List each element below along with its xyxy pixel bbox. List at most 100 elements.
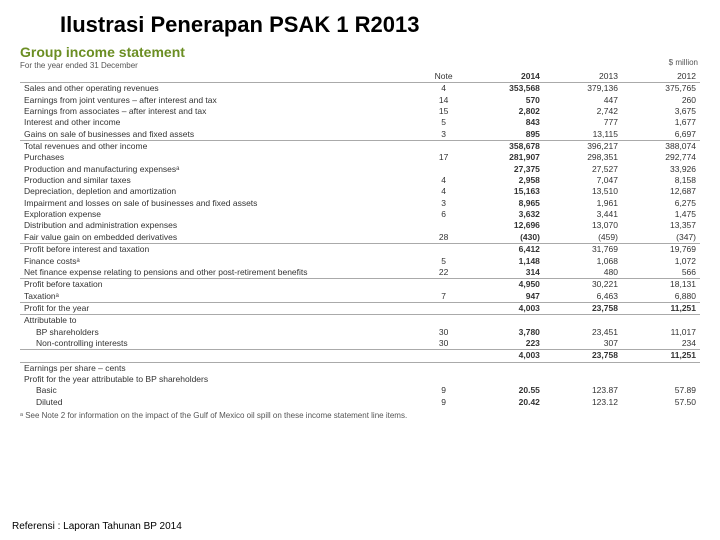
table-row: Profit for the year4,00323,75811,251 — [20, 302, 700, 314]
reference-label: Referensi : Laporan Tahunan BP 2014 — [12, 521, 182, 532]
row-y2: 23,758 — [544, 350, 622, 362]
row-y3: 13,357 — [622, 220, 700, 231]
row-desc: Depreciation, depletion and amortization — [20, 186, 421, 197]
row-y1: 353,568 — [466, 83, 544, 95]
row-y2: 298,351 — [544, 152, 622, 163]
row-note: 14 — [421, 95, 466, 106]
row-desc: Profit before taxation — [20, 279, 421, 291]
row-y3: 11,017 — [622, 327, 700, 338]
row-y2: 480 — [544, 267, 622, 279]
row-desc: Total revenues and other income — [20, 141, 421, 153]
row-y3: 57.50 — [622, 397, 700, 408]
row-y2: 13,115 — [544, 129, 622, 141]
row-y1: 895 — [466, 129, 544, 141]
row-desc: Taxationᵃ — [20, 291, 421, 303]
row-y2: 6,463 — [544, 291, 622, 303]
row-y1: 314 — [466, 267, 544, 279]
slide-title: Ilustrasi Penerapan PSAK 1 R2013 — [60, 12, 700, 38]
section-header-row: Attributable to — [20, 315, 700, 327]
row-y3: 6,697 — [622, 129, 700, 141]
row-note: 28 — [421, 232, 466, 244]
row-y1: 27,375 — [466, 164, 544, 175]
row-desc: Profit before interest and taxation — [20, 244, 421, 256]
row-y1: 12,696 — [466, 220, 544, 231]
footnote: ᵃ See Note 2 for information on the impa… — [20, 411, 700, 420]
row-y2: 7,047 — [544, 175, 622, 186]
row-note — [421, 302, 466, 314]
row-y3: 566 — [622, 267, 700, 279]
row-note: 4 — [421, 175, 466, 186]
row-desc: Purchases — [20, 152, 421, 163]
row-desc: Fair value gain on embedded derivatives — [20, 232, 421, 244]
row-y1: 3,780 — [466, 327, 544, 338]
row-note: 6 — [421, 209, 466, 220]
row-y2: 396,217 — [544, 141, 622, 153]
row-y2: 307 — [544, 338, 622, 350]
table-row: Diluted920.42123.1257.50 — [20, 397, 700, 408]
row-y2: 13,510 — [544, 186, 622, 197]
statement-title: Group income statement — [20, 44, 700, 60]
row-y3: 388,074 — [622, 141, 700, 153]
row-y1: 20.42 — [466, 397, 544, 408]
section-header: Profit for the year attributable to BP s… — [20, 374, 700, 385]
row-note — [421, 244, 466, 256]
row-y3: 1,072 — [622, 256, 700, 267]
row-y3: 292,774 — [622, 152, 700, 163]
row-note — [421, 164, 466, 175]
row-y3: 375,765 — [622, 83, 700, 95]
row-y3: 8,158 — [622, 175, 700, 186]
table-row: Production and manufacturing expensesᵃ27… — [20, 164, 700, 175]
row-y2: (459) — [544, 232, 622, 244]
table-row: Fair value gain on embedded derivatives2… — [20, 232, 700, 244]
table-row: Production and similar taxes42,9587,0478… — [20, 175, 700, 186]
row-desc — [20, 350, 421, 362]
table-row: Gains on sale of businesses and fixed as… — [20, 129, 700, 141]
row-y1: 947 — [466, 291, 544, 303]
row-desc: Finance costsᵃ — [20, 256, 421, 267]
row-y2: 3,441 — [544, 209, 622, 220]
row-y3: 234 — [622, 338, 700, 350]
row-note: 9 — [421, 397, 466, 408]
row-y1: 358,678 — [466, 141, 544, 153]
row-y3: 3,675 — [622, 106, 700, 117]
row-y1: 2,958 — [466, 175, 544, 186]
row-note — [421, 220, 466, 231]
row-y1: 20.55 — [466, 385, 544, 396]
row-desc: BP shareholders — [20, 327, 421, 338]
row-desc: Sales and other operating revenues — [20, 83, 421, 95]
row-y3: 33,926 — [622, 164, 700, 175]
row-desc: Basic — [20, 385, 421, 396]
row-desc: Diluted — [20, 397, 421, 408]
row-y1: 843 — [466, 117, 544, 128]
row-y3: 1,677 — [622, 117, 700, 128]
table-row: Distribution and administration expenses… — [20, 220, 700, 231]
row-y1: 15,163 — [466, 186, 544, 197]
table-row: Earnings from associates – after interes… — [20, 106, 700, 117]
row-y1: 2,802 — [466, 106, 544, 117]
row-note: 4 — [421, 186, 466, 197]
row-desc: Earnings from joint ventures – after int… — [20, 95, 421, 106]
row-note: 22 — [421, 267, 466, 279]
col-note: Note — [421, 71, 466, 83]
row-y1: 3,632 — [466, 209, 544, 220]
row-y1: 4,003 — [466, 302, 544, 314]
row-y1: 281,907 — [466, 152, 544, 163]
col-2013: 2013 — [544, 71, 622, 83]
table-row: Exploration expense63,6323,4411,475 — [20, 209, 700, 220]
row-desc: Non-controlling interests — [20, 338, 421, 350]
row-y3: 11,251 — [622, 350, 700, 362]
row-note — [421, 141, 466, 153]
row-y3: 11,251 — [622, 302, 700, 314]
table-row: Purchases17281,907298,351292,774 — [20, 152, 700, 163]
row-note: 7 — [421, 291, 466, 303]
row-desc: Impairment and losses on sale of busines… — [20, 198, 421, 209]
row-y2: 13,070 — [544, 220, 622, 231]
table-row: Non-controlling interests30223307234 — [20, 338, 700, 350]
section-header-row: Earnings per share – cents — [20, 362, 700, 374]
row-y1: 4,003 — [466, 350, 544, 362]
unit-label: $ million — [669, 58, 698, 67]
row-y1: 223 — [466, 338, 544, 350]
row-y1: 4,950 — [466, 279, 544, 291]
row-desc: Distribution and administration expenses — [20, 220, 421, 231]
row-note: 15 — [421, 106, 466, 117]
